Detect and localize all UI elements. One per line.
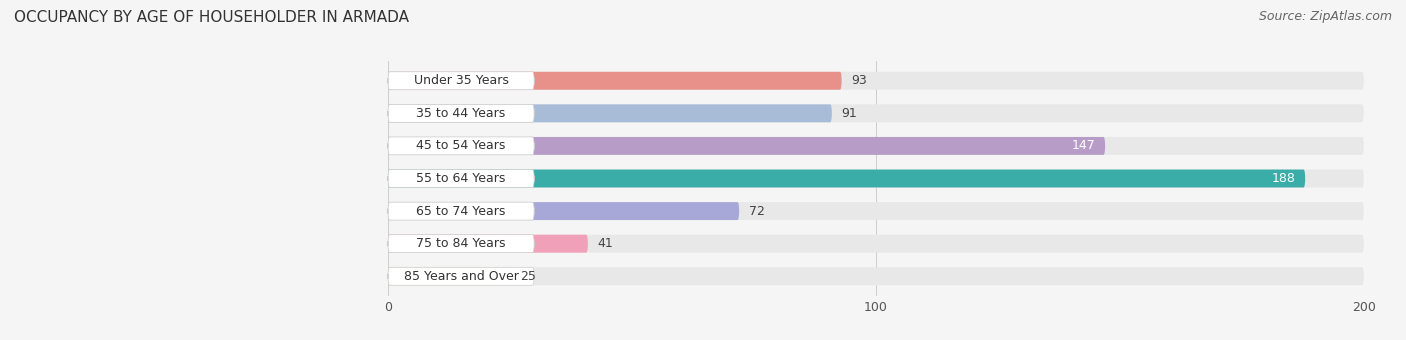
FancyBboxPatch shape xyxy=(388,170,1364,187)
FancyBboxPatch shape xyxy=(388,267,1364,285)
Text: 55 to 64 Years: 55 to 64 Years xyxy=(416,172,506,185)
Text: Source: ZipAtlas.com: Source: ZipAtlas.com xyxy=(1258,10,1392,23)
FancyBboxPatch shape xyxy=(388,104,534,122)
FancyBboxPatch shape xyxy=(388,104,1364,122)
FancyBboxPatch shape xyxy=(388,72,842,90)
Text: 91: 91 xyxy=(842,107,858,120)
FancyBboxPatch shape xyxy=(388,235,534,253)
FancyBboxPatch shape xyxy=(388,235,588,253)
Text: 41: 41 xyxy=(598,237,613,250)
FancyBboxPatch shape xyxy=(388,202,740,220)
Text: 75 to 84 Years: 75 to 84 Years xyxy=(416,237,506,250)
FancyBboxPatch shape xyxy=(388,104,832,122)
FancyBboxPatch shape xyxy=(388,137,534,155)
Text: OCCUPANCY BY AGE OF HOUSEHOLDER IN ARMADA: OCCUPANCY BY AGE OF HOUSEHOLDER IN ARMAD… xyxy=(14,10,409,25)
FancyBboxPatch shape xyxy=(388,267,510,285)
FancyBboxPatch shape xyxy=(388,170,534,187)
Text: 25: 25 xyxy=(520,270,536,283)
FancyBboxPatch shape xyxy=(388,202,534,220)
FancyBboxPatch shape xyxy=(388,235,1364,253)
FancyBboxPatch shape xyxy=(388,170,1305,187)
FancyBboxPatch shape xyxy=(388,137,1105,155)
FancyBboxPatch shape xyxy=(388,267,534,285)
Text: 72: 72 xyxy=(749,205,765,218)
FancyBboxPatch shape xyxy=(388,137,1364,155)
FancyBboxPatch shape xyxy=(388,72,1364,90)
FancyBboxPatch shape xyxy=(388,202,1364,220)
Text: 188: 188 xyxy=(1271,172,1295,185)
Text: 93: 93 xyxy=(852,74,868,87)
Text: 85 Years and Over: 85 Years and Over xyxy=(404,270,519,283)
Text: 35 to 44 Years: 35 to 44 Years xyxy=(416,107,506,120)
FancyBboxPatch shape xyxy=(388,72,534,90)
Text: 147: 147 xyxy=(1071,139,1095,152)
Text: Under 35 Years: Under 35 Years xyxy=(413,74,509,87)
Text: 45 to 54 Years: 45 to 54 Years xyxy=(416,139,506,152)
Text: 65 to 74 Years: 65 to 74 Years xyxy=(416,205,506,218)
